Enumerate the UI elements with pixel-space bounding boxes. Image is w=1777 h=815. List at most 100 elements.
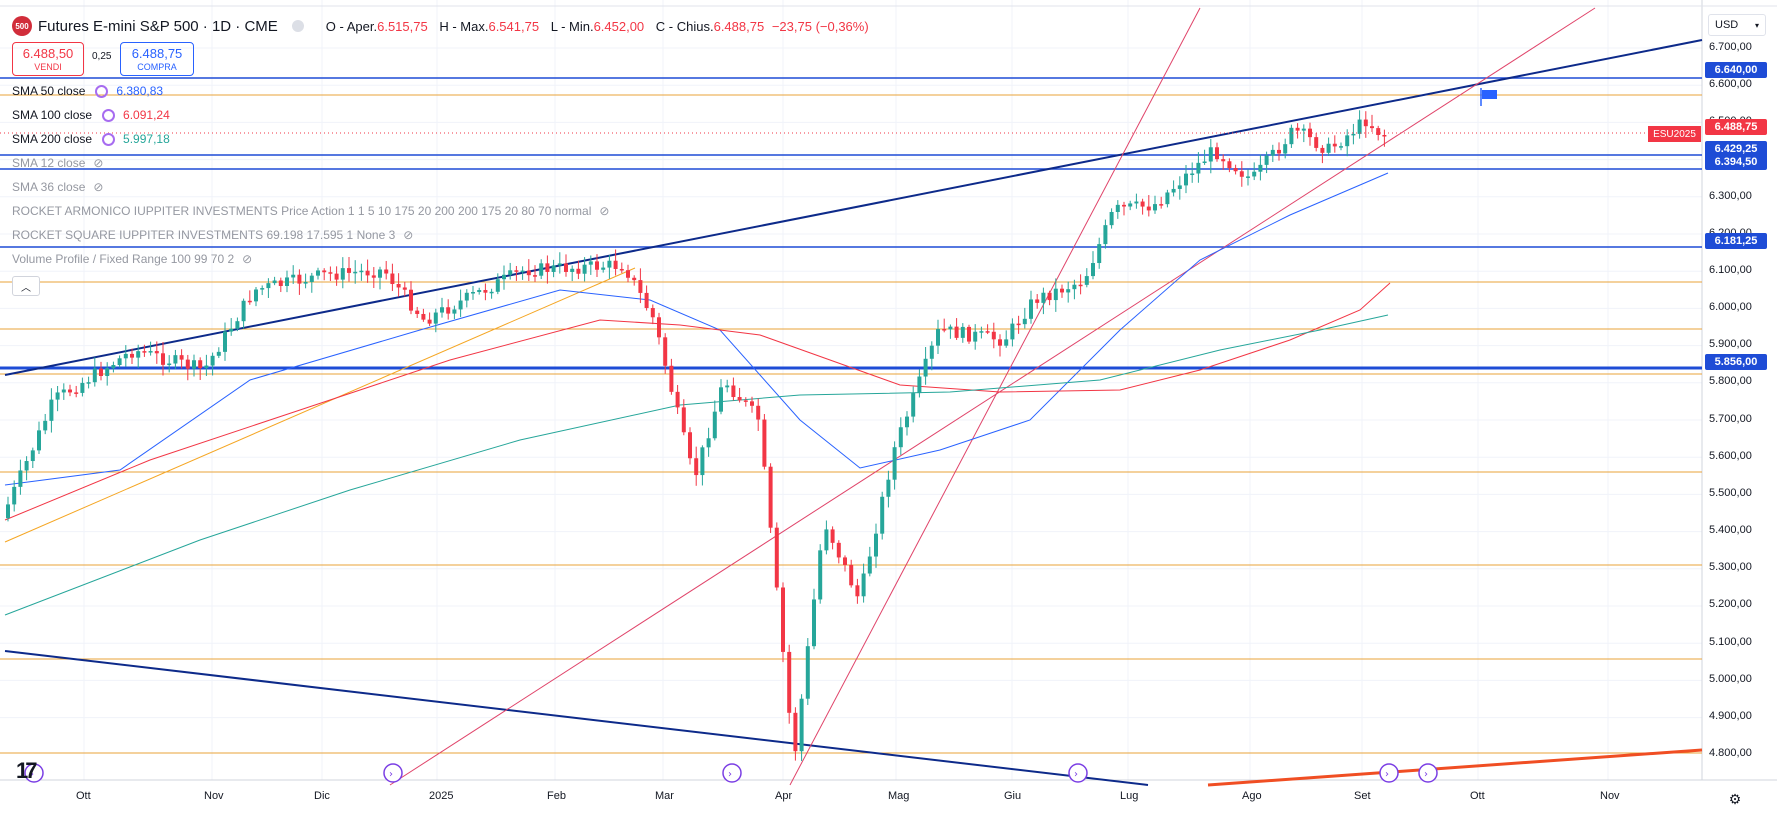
- candle-body: [1084, 276, 1089, 285]
- candle-body: [632, 277, 637, 281]
- candle-body: [886, 479, 891, 497]
- event-marker-glyph: ›: [1385, 769, 1389, 780]
- indicator-legend-item[interactable]: ROCKET ARMONICO IUPPITER INVESTMENTS Pri…: [12, 202, 609, 220]
- candle-body: [1215, 147, 1219, 160]
- candle-body: [917, 376, 922, 394]
- price-level-label[interactable]: 6.640,00: [1705, 62, 1767, 79]
- price-level-label[interactable]: 6.181,25: [1705, 232, 1767, 249]
- candle-body: [235, 321, 240, 329]
- candle-body: [415, 310, 420, 314]
- time-axis-tick: Set: [1354, 790, 1371, 802]
- candle-body: [1022, 318, 1027, 325]
- price-level-label[interactable]: 6.394,50: [1705, 153, 1767, 170]
- candle-body: [309, 275, 314, 282]
- candle-body: [440, 307, 444, 313]
- candle-body: [328, 272, 333, 274]
- candle-body: [297, 274, 302, 284]
- candle-body: [942, 329, 947, 331]
- sell-button[interactable]: 6.488,50 VENDI: [12, 42, 84, 76]
- candle-body: [489, 291, 494, 294]
- candle-body: [836, 542, 841, 558]
- candle-body: [1078, 284, 1083, 287]
- candle-body: [1053, 288, 1058, 301]
- indicator-legend-item[interactable]: SMA 200 close 5.997,18: [12, 130, 170, 148]
- candle-body: [1221, 159, 1226, 162]
- indicator-legend-item[interactable]: SMA 50 close 6.380,83: [12, 82, 163, 100]
- price-level-label[interactable]: 5.856,00: [1705, 353, 1767, 370]
- candle-body: [1122, 204, 1126, 207]
- candle-body: [657, 317, 661, 338]
- change-readout: −23,75 (−0,36%): [771, 18, 869, 34]
- event-marker-icon: [383, 763, 403, 783]
- candle-body: [514, 270, 519, 272]
- price-axis-tick: 6.000,00: [1709, 301, 1752, 314]
- candle-body: [1091, 263, 1095, 277]
- candle-body: [731, 385, 736, 398]
- tradingview-logo[interactable]: 17: [16, 758, 38, 783]
- candle-body: [805, 646, 810, 699]
- hidden-eye-icon[interactable]: ⊘: [403, 228, 414, 242]
- candle-body: [198, 360, 203, 369]
- candle-body: [582, 264, 587, 274]
- indicator-legend-item[interactable]: SMA 36 close ⊘: [12, 178, 103, 196]
- symbol-title[interactable]: Futures E-mini S&P 500 · 1D · CME: [38, 17, 278, 35]
- sma-100-line: [4, 282, 1391, 521]
- indicator-settings-icon[interactable]: [102, 132, 116, 146]
- candle-body: [167, 363, 172, 366]
- trendline: [1207, 748, 1703, 787]
- candle-body: [1382, 135, 1387, 137]
- collapse-legend-button[interactable]: ︿: [12, 276, 40, 296]
- indicator-name: ROCKET SQUARE IUPPITER INVESTMENTS 69.19…: [12, 228, 396, 242]
- trendline: [4, 267, 636, 543]
- candle-body: [1246, 176, 1250, 178]
- buy-button[interactable]: 6.488,75 COMPRA: [120, 42, 194, 76]
- hidden-eye-icon[interactable]: ⊘: [599, 204, 610, 218]
- indicator-legend-item[interactable]: Volume Profile / Fixed Range 100 99 70 2…: [12, 250, 252, 268]
- indicator-legend-item[interactable]: ROCKET SQUARE IUPPITER INVESTMENTS 69.19…: [12, 226, 413, 244]
- time-axis-tick: Mar: [655, 790, 674, 802]
- indicator-settings-icon[interactable]: [102, 108, 116, 122]
- indicator-value: 6.091,24: [123, 108, 170, 122]
- indicator-legend-item[interactable]: SMA 100 close 6.091,24: [12, 106, 170, 124]
- candle-body: [185, 359, 190, 369]
- candle-body: [1171, 188, 1176, 193]
- candle-body: [1376, 128, 1381, 136]
- candle-body: [378, 269, 382, 278]
- time-axis-tick: Nov: [1600, 790, 1620, 802]
- price-level-label[interactable]: 6.429,25: [1705, 140, 1767, 157]
- candle-body: [1146, 206, 1151, 211]
- candle-body: [353, 271, 358, 274]
- candle-body: [477, 290, 482, 293]
- event-marker-icon: [1379, 763, 1399, 783]
- candle-body: [812, 599, 816, 647]
- currency-select[interactable]: USD ▾: [1708, 14, 1766, 36]
- candle-body: [396, 284, 401, 288]
- visibility-dot-icon[interactable]: [291, 20, 304, 32]
- candle-body: [173, 355, 178, 364]
- candle-body: [725, 385, 730, 388]
- event-marker-icon: [722, 763, 742, 783]
- hidden-eye-icon[interactable]: ⊘: [93, 156, 104, 170]
- indicator-settings-icon[interactable]: [95, 84, 109, 98]
- candle-body: [37, 430, 41, 451]
- candle-body: [1370, 126, 1374, 129]
- candle-body: [799, 698, 804, 752]
- chevron-down-icon: ▾: [1754, 20, 1759, 30]
- trendline: [4, 39, 1703, 376]
- candle-body: [291, 274, 296, 278]
- candle-body: [1060, 288, 1064, 293]
- candle-body: [855, 585, 860, 597]
- candle-body: [737, 397, 742, 401]
- candle-body: [1345, 135, 1350, 147]
- candle-body: [1295, 127, 1300, 131]
- event-marker-icon: [24, 763, 44, 783]
- hidden-eye-icon[interactable]: ⊘: [93, 180, 104, 194]
- candle-body: [322, 270, 327, 273]
- candle-body: [923, 358, 928, 377]
- hidden-eye-icon[interactable]: ⊘: [242, 252, 253, 266]
- price-level-label[interactable]: 6.488,75: [1705, 118, 1767, 135]
- candle-body: [985, 331, 990, 333]
- indicator-legend-item[interactable]: SMA 12 close ⊘: [12, 154, 103, 172]
- chart-settings-icon[interactable]: ⚙: [1728, 790, 1742, 807]
